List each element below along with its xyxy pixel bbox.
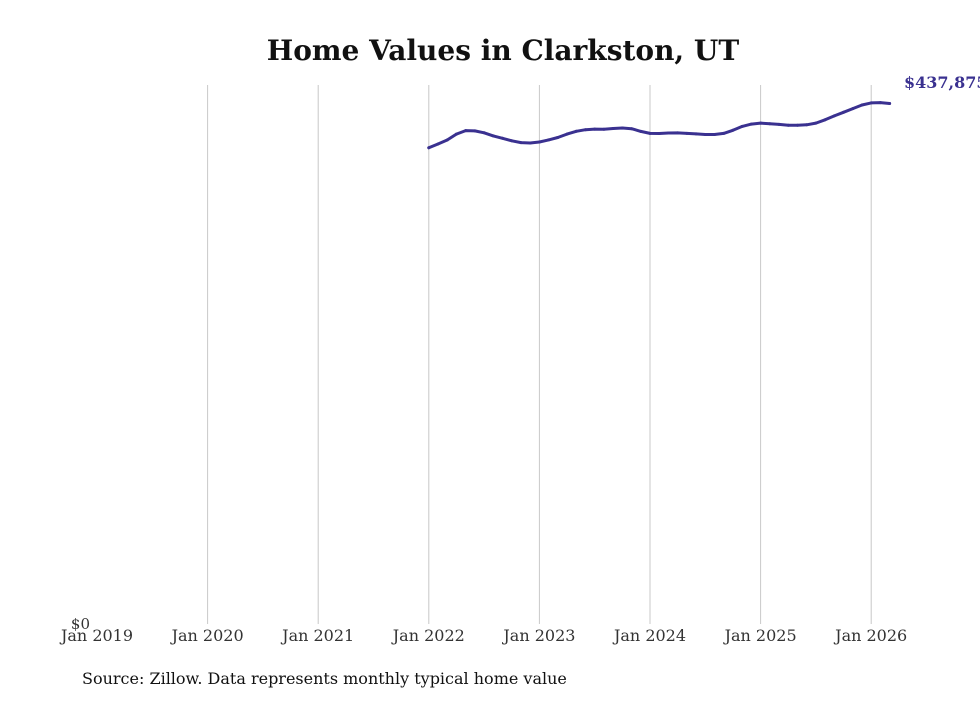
data-point [501, 136, 504, 140]
data-point [823, 118, 827, 122]
source-note: Source: Zillow. Data represents monthly … [82, 669, 567, 688]
data-point [713, 133, 716, 136]
data-point [630, 127, 634, 131]
y-tick-label-zero: $0 [71, 615, 90, 633]
data-point [768, 122, 772, 126]
data-point [565, 132, 569, 136]
data-point [832, 114, 836, 118]
data-point [694, 132, 698, 136]
data-point [851, 107, 855, 111]
data-point [528, 141, 532, 145]
x-tick-label: Jan 2025 [723, 626, 797, 645]
data-point [869, 101, 873, 105]
data-point [491, 134, 495, 138]
grid-lines [207, 85, 872, 624]
data-point [657, 132, 661, 135]
data-point [611, 127, 615, 130]
data-point [427, 146, 431, 150]
data-point [685, 131, 689, 135]
x-axis-ticks: Jan 2019 Jan 2020 Jan 2021 Jan 2022 Jan 2023… [59, 626, 907, 645]
chart-title: Home Values in Clarkston, UT [267, 34, 740, 67]
data-point [584, 128, 587, 132]
x-tick-label: Jan 2022 [391, 626, 465, 645]
data-point [703, 133, 707, 136]
data-point [814, 121, 818, 125]
data-point [454, 132, 458, 136]
data-point [547, 138, 551, 142]
data-point [436, 142, 440, 146]
data-point [519, 141, 523, 145]
x-tick-label: Jan 2023 [501, 626, 575, 645]
data-point [860, 103, 864, 107]
data-point [602, 127, 606, 131]
data-point [556, 136, 560, 139]
data-point [666, 131, 670, 135]
data-point [805, 123, 809, 127]
data-point [759, 121, 763, 125]
data-point [648, 131, 652, 135]
data-point [482, 131, 486, 135]
series-layer [427, 101, 892, 150]
x-tick-label: Jan 2020 [170, 626, 244, 645]
data-point [676, 131, 680, 135]
data-point [842, 110, 845, 114]
data-point [786, 123, 790, 127]
data-point [722, 131, 726, 135]
data-point [639, 129, 643, 133]
data-point [473, 129, 477, 133]
data-point [574, 129, 578, 133]
data-point [888, 102, 892, 105]
x-tick-label: Jan 2026 [833, 626, 907, 645]
series-line-0 [427, 101, 892, 150]
data-point [731, 128, 735, 132]
data-point [777, 122, 781, 126]
x-tick-label: Jan 2019 [59, 626, 133, 645]
data-point [445, 138, 449, 142]
data-point [796, 123, 799, 127]
data-point [749, 122, 753, 126]
data-point [878, 101, 882, 105]
x-tick-label: Jan 2024 [612, 626, 686, 645]
end-value-label: $437,875 [904, 73, 980, 92]
data-point [593, 127, 597, 131]
data-point [740, 124, 744, 128]
data-point [464, 129, 468, 133]
data-point [620, 126, 624, 130]
data-point [510, 139, 514, 143]
data-point [537, 140, 541, 144]
x-tick-label: Jan 2021 [280, 626, 354, 645]
